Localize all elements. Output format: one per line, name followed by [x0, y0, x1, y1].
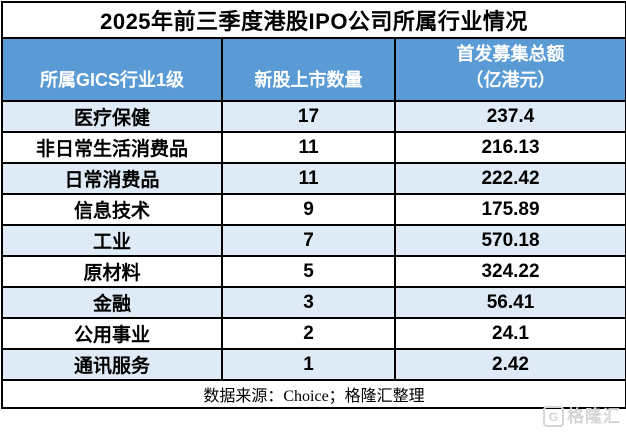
count-cell: 2	[221, 317, 396, 350]
title-row: 2025年前三季度港股IPO公司所属行业情况	[0, 1, 626, 39]
column-header-industry: 所属GICS行业1级	[1, 37, 223, 102]
table-row: 金融 3 56.41	[1, 286, 626, 319]
table-row: 医疗保健 17 237.4	[1, 100, 626, 133]
industry-cell: 公用事业	[1, 317, 223, 350]
gelonghui-logo-icon: G	[543, 406, 564, 427]
table-row: 原材料 5 324.22	[1, 255, 626, 288]
table-row: 工业 7 570.18	[1, 224, 626, 257]
table-row: 日常消费品 11 222.42	[1, 162, 626, 195]
gelonghui-watermark: G 格隆汇	[543, 406, 621, 427]
column-header-amount: 首发募集总额 （亿港元）	[393, 37, 626, 102]
count-cell: 11	[221, 162, 396, 195]
industry-cell: 工业	[1, 224, 223, 257]
industry-cell: 原材料	[1, 255, 223, 288]
industry-cell: 金融	[1, 286, 223, 319]
industry-cell: 通讯服务	[1, 348, 223, 381]
data-source-note: 数据来源：Choice；格隆汇整理	[0, 379, 626, 409]
footer-row: 数据来源：Choice；格隆汇整理	[0, 379, 626, 409]
column-header-amount-line1: 首发募集总额	[456, 43, 565, 64]
industry-cell: 信息技术	[1, 193, 223, 226]
count-cell: 3	[221, 286, 396, 319]
amount-cell: 324.22	[393, 255, 626, 288]
amount-cell: 56.41	[393, 286, 626, 319]
count-cell: 1	[221, 348, 396, 381]
table-row: 公用事业 2 24.1	[1, 317, 626, 350]
count-cell: 11	[221, 131, 396, 164]
amount-cell: 216.13	[393, 131, 626, 164]
amount-cell: 570.18	[393, 224, 626, 257]
count-cell: 17	[221, 100, 396, 133]
header-row: 所属GICS行业1级 新股上市数量 首发募集总额 （亿港元）	[1, 37, 626, 102]
table-row: 非日常生活消费品 11 216.13	[1, 131, 626, 164]
column-header-amount-line2: （亿港元）	[465, 69, 556, 90]
amount-cell: 24.1	[393, 317, 626, 350]
industry-cell: 医疗保健	[1, 100, 223, 133]
count-cell: 5	[221, 255, 396, 288]
ipo-industry-table: 2025年前三季度港股IPO公司所属行业情况 所属GICS行业1级 新股上市数量…	[0, 1, 626, 409]
count-cell: 7	[221, 224, 396, 257]
table-row: 通讯服务 1 2.42	[1, 348, 626, 381]
amount-cell: 222.42	[393, 162, 626, 195]
count-cell: 9	[221, 193, 396, 226]
amount-cell: 237.4	[393, 100, 626, 133]
table-row: 信息技术 9 175.89	[1, 193, 626, 226]
industry-cell: 非日常生活消费品	[1, 131, 223, 164]
amount-cell: 175.89	[393, 193, 626, 226]
amount-cell: 2.42	[393, 348, 626, 381]
page-title: 2025年前三季度港股IPO公司所属行业情况	[0, 1, 626, 39]
watermark-text: 格隆汇	[567, 407, 621, 426]
column-header-count: 新股上市数量	[221, 37, 396, 102]
industry-cell: 日常消费品	[1, 162, 223, 195]
